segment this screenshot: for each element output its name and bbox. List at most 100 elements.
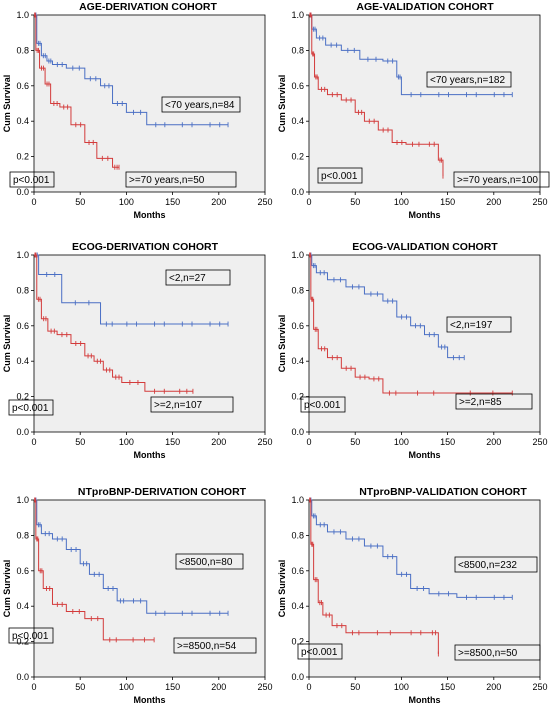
y-tick-label: 0.6 [16, 566, 29, 576]
y-tick-label: 0.6 [291, 566, 304, 576]
y-axis-label: Cum Survival [277, 75, 287, 133]
y-tick-label: 0.6 [291, 81, 304, 91]
x-tick-label: 50 [350, 682, 360, 692]
x-tick-label: 200 [211, 437, 226, 447]
p-value-label: p<0.001 [12, 403, 49, 414]
y-tick-label: 0.0 [16, 427, 29, 437]
y-tick-label: 0.2 [16, 392, 29, 402]
chart-svg: AGE-DERIVATION COHORT 0.0 0.2 0.4 0.6 0.8 1.0 0… [2, 1, 273, 220]
y-tick-label: 0.2 [16, 637, 29, 647]
legend-label-blue: <2,n=27 [169, 273, 206, 284]
y-tick-label: 0.6 [16, 321, 29, 331]
legend-label-red: >=70 years,n=50 [129, 175, 205, 186]
legend-label-red-box [173, 637, 257, 654]
x-tick-label: 150 [440, 682, 455, 692]
x-tick-label: 50 [75, 437, 85, 447]
y-tick-label: 0.4 [291, 116, 304, 126]
p-value-label: p<0.001 [12, 631, 49, 642]
km-chart-ntprobnp-validation: NTproBNP-VALIDATION COHORT 0.0 0.2 0.4 0.6 0.… [275, 485, 550, 717]
y-tick-label: 0.8 [291, 45, 304, 55]
x-tick-label: 100 [394, 437, 409, 447]
legend-label-red-box [454, 644, 541, 661]
survival-curve-blue [309, 14, 513, 96]
survival-curve-blue [309, 254, 465, 359]
chart-title: ECOG-VALIDATION COHORT [352, 241, 498, 253]
chart-title: NTproBNP-DERIVATION COHORT [78, 486, 247, 498]
x-axis-label: Months [134, 695, 166, 705]
legend-label-red-box [125, 171, 237, 188]
chart-title: NTproBNP-VALIDATION COHORT [359, 486, 527, 498]
x-tick-label: 50 [75, 682, 85, 692]
x-axis-label: Months [134, 210, 166, 220]
y-tick-label: 1.0 [291, 10, 304, 20]
km-chart-ecog-derivation: ECOG-DERIVATION COHORT 0.0 0.2 0.4 0.6 0.8 1.0… [0, 240, 275, 472]
legend-label-blue-box [165, 269, 231, 286]
legend-label-red: >=8500,n=54 [177, 641, 237, 652]
y-axis-label: Cum Survival [277, 560, 287, 618]
x-tick-label: 100 [119, 682, 134, 692]
legend-label-blue: <2,n=197 [450, 320, 493, 331]
plot-area [308, 254, 541, 433]
p-value-label-box [300, 396, 346, 413]
x-tick-label: 250 [257, 437, 272, 447]
x-tick-label: 100 [119, 437, 134, 447]
x-axis-label: Months [134, 450, 166, 460]
km-chart-ecog-validation: ECOG-VALIDATION COHORT 0.0 0.2 0.4 0.6 0.8 1.0… [275, 240, 550, 472]
survival-curve-blue [34, 499, 229, 614]
chart-title: ECOG-DERIVATION COHORT [72, 241, 219, 253]
x-tick-label: 0 [31, 197, 36, 207]
chart-title: AGE-VALIDATION COHORT [356, 1, 494, 13]
y-tick-label: 0.8 [16, 530, 29, 540]
x-tick-label: 250 [532, 437, 547, 447]
legend-label-blue-box [426, 71, 512, 88]
legend-label-blue-box [175, 553, 244, 570]
survival-curve-red [309, 254, 513, 394]
p-value-label-box [297, 643, 343, 660]
survival-curve-red [34, 254, 193, 392]
x-tick-label: 200 [211, 682, 226, 692]
survival-curve-blue [309, 499, 513, 598]
x-tick-label: 250 [532, 682, 547, 692]
x-tick-label: 150 [165, 437, 180, 447]
p-value-label-box [317, 167, 363, 184]
plot-area [308, 14, 541, 193]
legend-label-blue-box [161, 96, 241, 113]
y-tick-label: 0.4 [16, 116, 29, 126]
y-tick-label: 0.4 [16, 356, 29, 366]
y-tick-label: 0.8 [291, 530, 304, 540]
y-tick-label: 1.0 [291, 495, 304, 505]
legend-label-blue: <70 years,n=84 [165, 100, 235, 111]
x-tick-label: 0 [306, 197, 311, 207]
legend-label-blue-box [446, 316, 512, 333]
x-tick-label: 200 [486, 197, 501, 207]
km-chart-age-derivation: AGE-DERIVATION COHORT 0.0 0.2 0.4 0.6 0.8 1.0 0… [0, 0, 275, 232]
survival-curve-blue [34, 254, 229, 325]
y-tick-label: 0.0 [291, 187, 304, 197]
p-value-label: p<0.001 [321, 171, 358, 182]
x-tick-label: 100 [119, 197, 134, 207]
survival-curve-red [309, 14, 444, 177]
y-axis-label: Cum Survival [2, 75, 12, 133]
y-axis-label: Cum Survival [277, 315, 287, 373]
y-tick-label: 0.0 [16, 672, 29, 682]
y-tick-label: 1.0 [16, 495, 29, 505]
legend-label-red-box [455, 393, 533, 410]
x-axis-label: Months [409, 695, 441, 705]
p-value-label: p<0.001 [13, 175, 50, 186]
chart-title: AGE-DERIVATION COHORT [79, 1, 217, 13]
survival-curve-blue [34, 14, 229, 126]
km-chart-ntprobnp-derivation: NTproBNP-DERIVATION COHORT 0.0 0.2 0.4 0.6 0.… [0, 485, 275, 717]
y-tick-label: 0.4 [291, 601, 304, 611]
p-value-label: p<0.001 [304, 400, 341, 411]
legend-label-blue: <70 years,n=182 [430, 75, 505, 86]
y-tick-label: 0.0 [291, 427, 304, 437]
chart-svg: NTproBNP-DERIVATION COHORT 0.0 0.2 0.4 0.6 0.… [2, 486, 273, 705]
survival-curve-red [34, 14, 120, 168]
km-chart-age-validation: AGE-VALIDATION COHORT 0.0 0.2 0.4 0.6 0.8 1.0 0… [275, 0, 550, 232]
x-tick-label: 150 [440, 197, 455, 207]
y-tick-label: 1.0 [16, 250, 29, 260]
legend-label-red: >=70 years,n=100 [457, 175, 538, 186]
x-tick-label: 250 [257, 682, 272, 692]
x-axis-label: Months [409, 450, 441, 460]
x-tick-label: 250 [257, 197, 272, 207]
